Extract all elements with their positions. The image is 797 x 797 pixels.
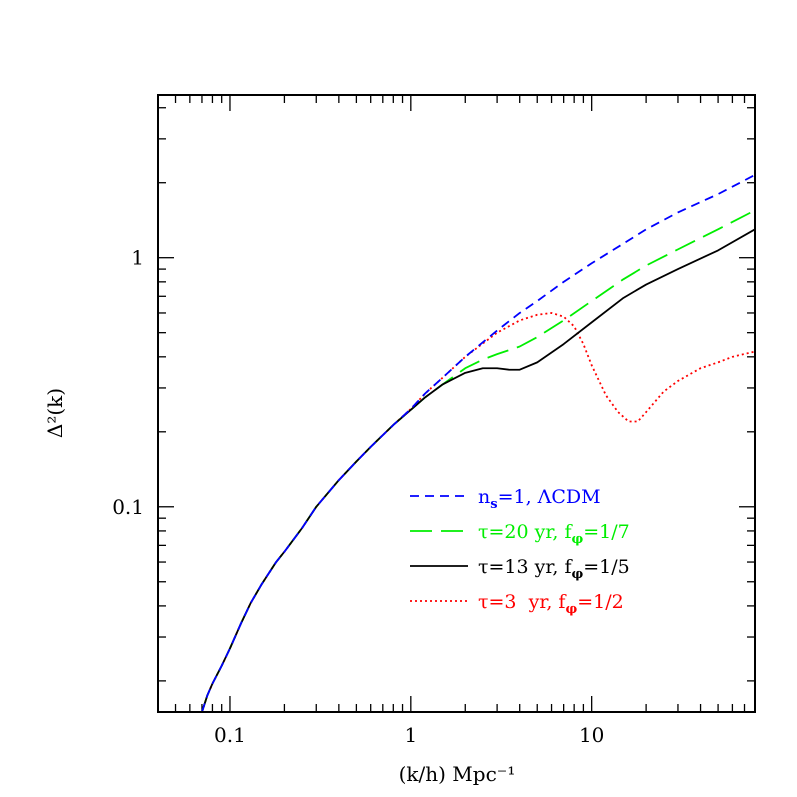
legend-label-sub: s bbox=[490, 497, 497, 512]
legend-entry-tau20: τ=20 yr, fφ=1/7 bbox=[410, 521, 630, 547]
legend-label-main: n bbox=[478, 486, 490, 508]
legend: ns=1, ΛCDM τ=20 yr, fφ=1/7 τ=13 yr, fφ=1… bbox=[410, 486, 630, 617]
series-line-tau3 bbox=[201, 312, 755, 712]
y-axis-label: Δ²(k) bbox=[43, 388, 67, 438]
legend-entry-tau13: τ=13 yr, fφ=1/5 bbox=[410, 556, 630, 582]
legend-label-main: τ=13 yr, f bbox=[478, 556, 573, 578]
legend-label-sub: φ bbox=[572, 532, 584, 547]
legend-entry-tau3: τ=3 yr, fφ=1/2 bbox=[410, 591, 624, 617]
legend-label-main: τ=3 yr, f bbox=[478, 591, 567, 613]
legend-label-rest: =1/7 bbox=[583, 521, 630, 543]
series-line-tau20 bbox=[201, 209, 755, 712]
x-tick-label: 10 bbox=[579, 723, 604, 747]
major-ticks bbox=[158, 95, 755, 712]
y-tick-label: 0.1 bbox=[112, 495, 144, 519]
series-line-lcdm bbox=[201, 174, 755, 712]
legend-label-main: τ=20 yr, f bbox=[478, 521, 573, 543]
x-axis-label: (k/h) Mpc⁻¹ bbox=[399, 762, 516, 786]
y-tick-label: 1 bbox=[131, 246, 144, 270]
legend-label-sub: φ bbox=[572, 567, 584, 582]
legend-label-sub: φ bbox=[565, 602, 577, 617]
legend-label: τ=3 yr, fφ=1/2 bbox=[478, 591, 624, 617]
y-tick-labels: 0.1 1 bbox=[112, 246, 144, 519]
legend-label-rest: =1, ΛCDM bbox=[498, 486, 601, 508]
minor-ticks bbox=[157, 95, 756, 712]
plot-frame bbox=[157, 94, 756, 713]
legend-entry-lcdm: ns=1, ΛCDM bbox=[410, 486, 601, 512]
series-lines bbox=[201, 174, 755, 712]
series-line-tau13 bbox=[201, 228, 755, 712]
legend-label: ns=1, ΛCDM bbox=[478, 486, 601, 512]
x-tick-labels: 0.1 1 10 bbox=[214, 723, 604, 747]
legend-label-rest: =1/2 bbox=[577, 591, 624, 613]
x-tick-label: 1 bbox=[404, 723, 417, 747]
legend-label: τ=13 yr, fφ=1/5 bbox=[478, 556, 630, 582]
legend-label-rest: =1/5 bbox=[583, 556, 630, 578]
legend-label: τ=20 yr, fφ=1/7 bbox=[478, 521, 630, 547]
x-tick-label: 0.1 bbox=[214, 723, 246, 747]
